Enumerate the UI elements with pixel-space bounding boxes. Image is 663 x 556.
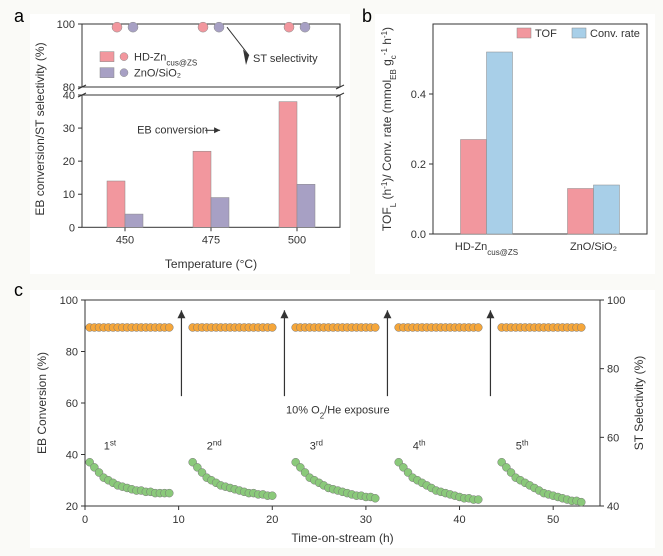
bar [568,189,594,235]
svg-text:60: 60 [66,398,78,410]
selectivity-point [474,323,482,331]
bar [461,140,487,235]
svg-text:10% O2/He exposure: 10% O2/He exposure [286,404,390,420]
svg-text:0: 0 [69,222,75,234]
svg-text:EB conversion/ST selectivity (: EB conversion/ST selectivity (%) [33,42,47,215]
selectivity-marker [112,22,122,32]
svg-text:0.2: 0.2 [411,159,426,171]
svg-text:50: 50 [547,514,559,526]
svg-text:100: 100 [60,295,78,307]
svg-text:1st: 1st [104,438,117,453]
bar [487,52,513,234]
svg-text:3rd: 3rd [310,438,323,453]
svg-text:40: 40 [607,501,619,513]
conversion-point [474,496,482,504]
selectivity-point [577,323,585,331]
selectivity-marker [128,22,138,32]
svg-text:40: 40 [453,514,465,526]
svg-text:80: 80 [66,347,78,359]
bar [594,185,620,234]
selectivity-marker [300,22,310,32]
svg-text:0: 0 [82,514,88,526]
svg-text:475: 475 [202,234,220,246]
conversion-point [268,492,276,500]
svg-text:ZnO/SiO₂: ZnO/SiO₂ [570,241,617,253]
svg-text:20: 20 [266,514,278,526]
svg-text:450: 450 [116,234,134,246]
svg-text:EB Conversion (%): EB Conversion (%) [35,352,49,454]
svg-text:4th: 4th [413,438,426,453]
svg-text:100: 100 [57,19,75,31]
svg-text:TOF: TOF [535,28,557,40]
panel-c: 0 10 20 30 40 50 20 40 60 80 100 40 60 80 100 1st 2nd 3rd… [30,290,655,548]
conversion-point [371,494,379,502]
svg-text:10: 10 [173,514,185,526]
bar [297,184,315,227]
svg-text:ST Selectivity (%): ST Selectivity (%) [632,356,646,450]
svg-text:0.4: 0.4 [411,89,426,101]
bar [107,181,125,227]
svg-text:ZnO/SiO₂: ZnO/SiO₂ [134,68,181,80]
svg-text:Temperature (°C): Temperature (°C) [165,257,257,271]
panel-b: 0.0 0.2 0.4 HD-Zncus@ZS ZnO/SiO₂ TOF Conv. rat… [375,14,655,274]
panel-b-label: b [362,6,372,27]
bar [193,151,211,227]
svg-text:5th: 5th [516,438,529,453]
panel-c-label: c [14,280,23,301]
svg-text:40: 40 [66,450,78,462]
svg-text:Time-on-stream (h): Time-on-stream (h) [291,531,393,545]
svg-text:Conv. rate: Conv. rate [590,28,640,40]
svg-text:10: 10 [63,189,75,201]
selectivity-point [371,323,379,331]
panel-a: 01020304080100450475500ST selectivityEB … [30,14,350,274]
svg-text:HD-Zncus@ZS: HD-Zncus@ZS [455,241,518,257]
svg-text:500: 500 [288,234,306,246]
bar [279,102,297,228]
svg-text:80: 80 [63,82,75,94]
svg-text:2nd: 2nd [207,438,222,453]
svg-text:EB conversion: EB conversion [137,124,208,136]
svg-text:100: 100 [607,295,625,307]
svg-text:20: 20 [63,156,75,168]
bar [125,214,143,227]
svg-text:80: 80 [607,364,619,376]
selectivity-point [268,323,276,331]
bar [211,198,229,228]
conversion-point [577,498,585,506]
selectivity-marker [284,22,294,32]
selectivity-marker [198,22,208,32]
selectivity-marker [214,22,224,32]
conversion-point [165,489,173,497]
svg-text:0.0: 0.0 [411,229,426,241]
panel-a-label: a [14,6,24,27]
svg-text:30: 30 [360,514,372,526]
svg-text:30: 30 [63,123,75,135]
svg-text:ST selectivity: ST selectivity [253,53,318,65]
selectivity-point [165,323,173,331]
svg-text:HD-Zncus@ZS: HD-Zncus@ZS [134,52,197,68]
svg-text:60: 60 [607,432,619,444]
svg-text:20: 20 [66,501,78,513]
svg-text:TOFL (h-1)/ Conv. rate (mmolEB: TOFL (h-1)/ Conv. rate (mmolEB gc-1 h-1) [380,27,398,231]
